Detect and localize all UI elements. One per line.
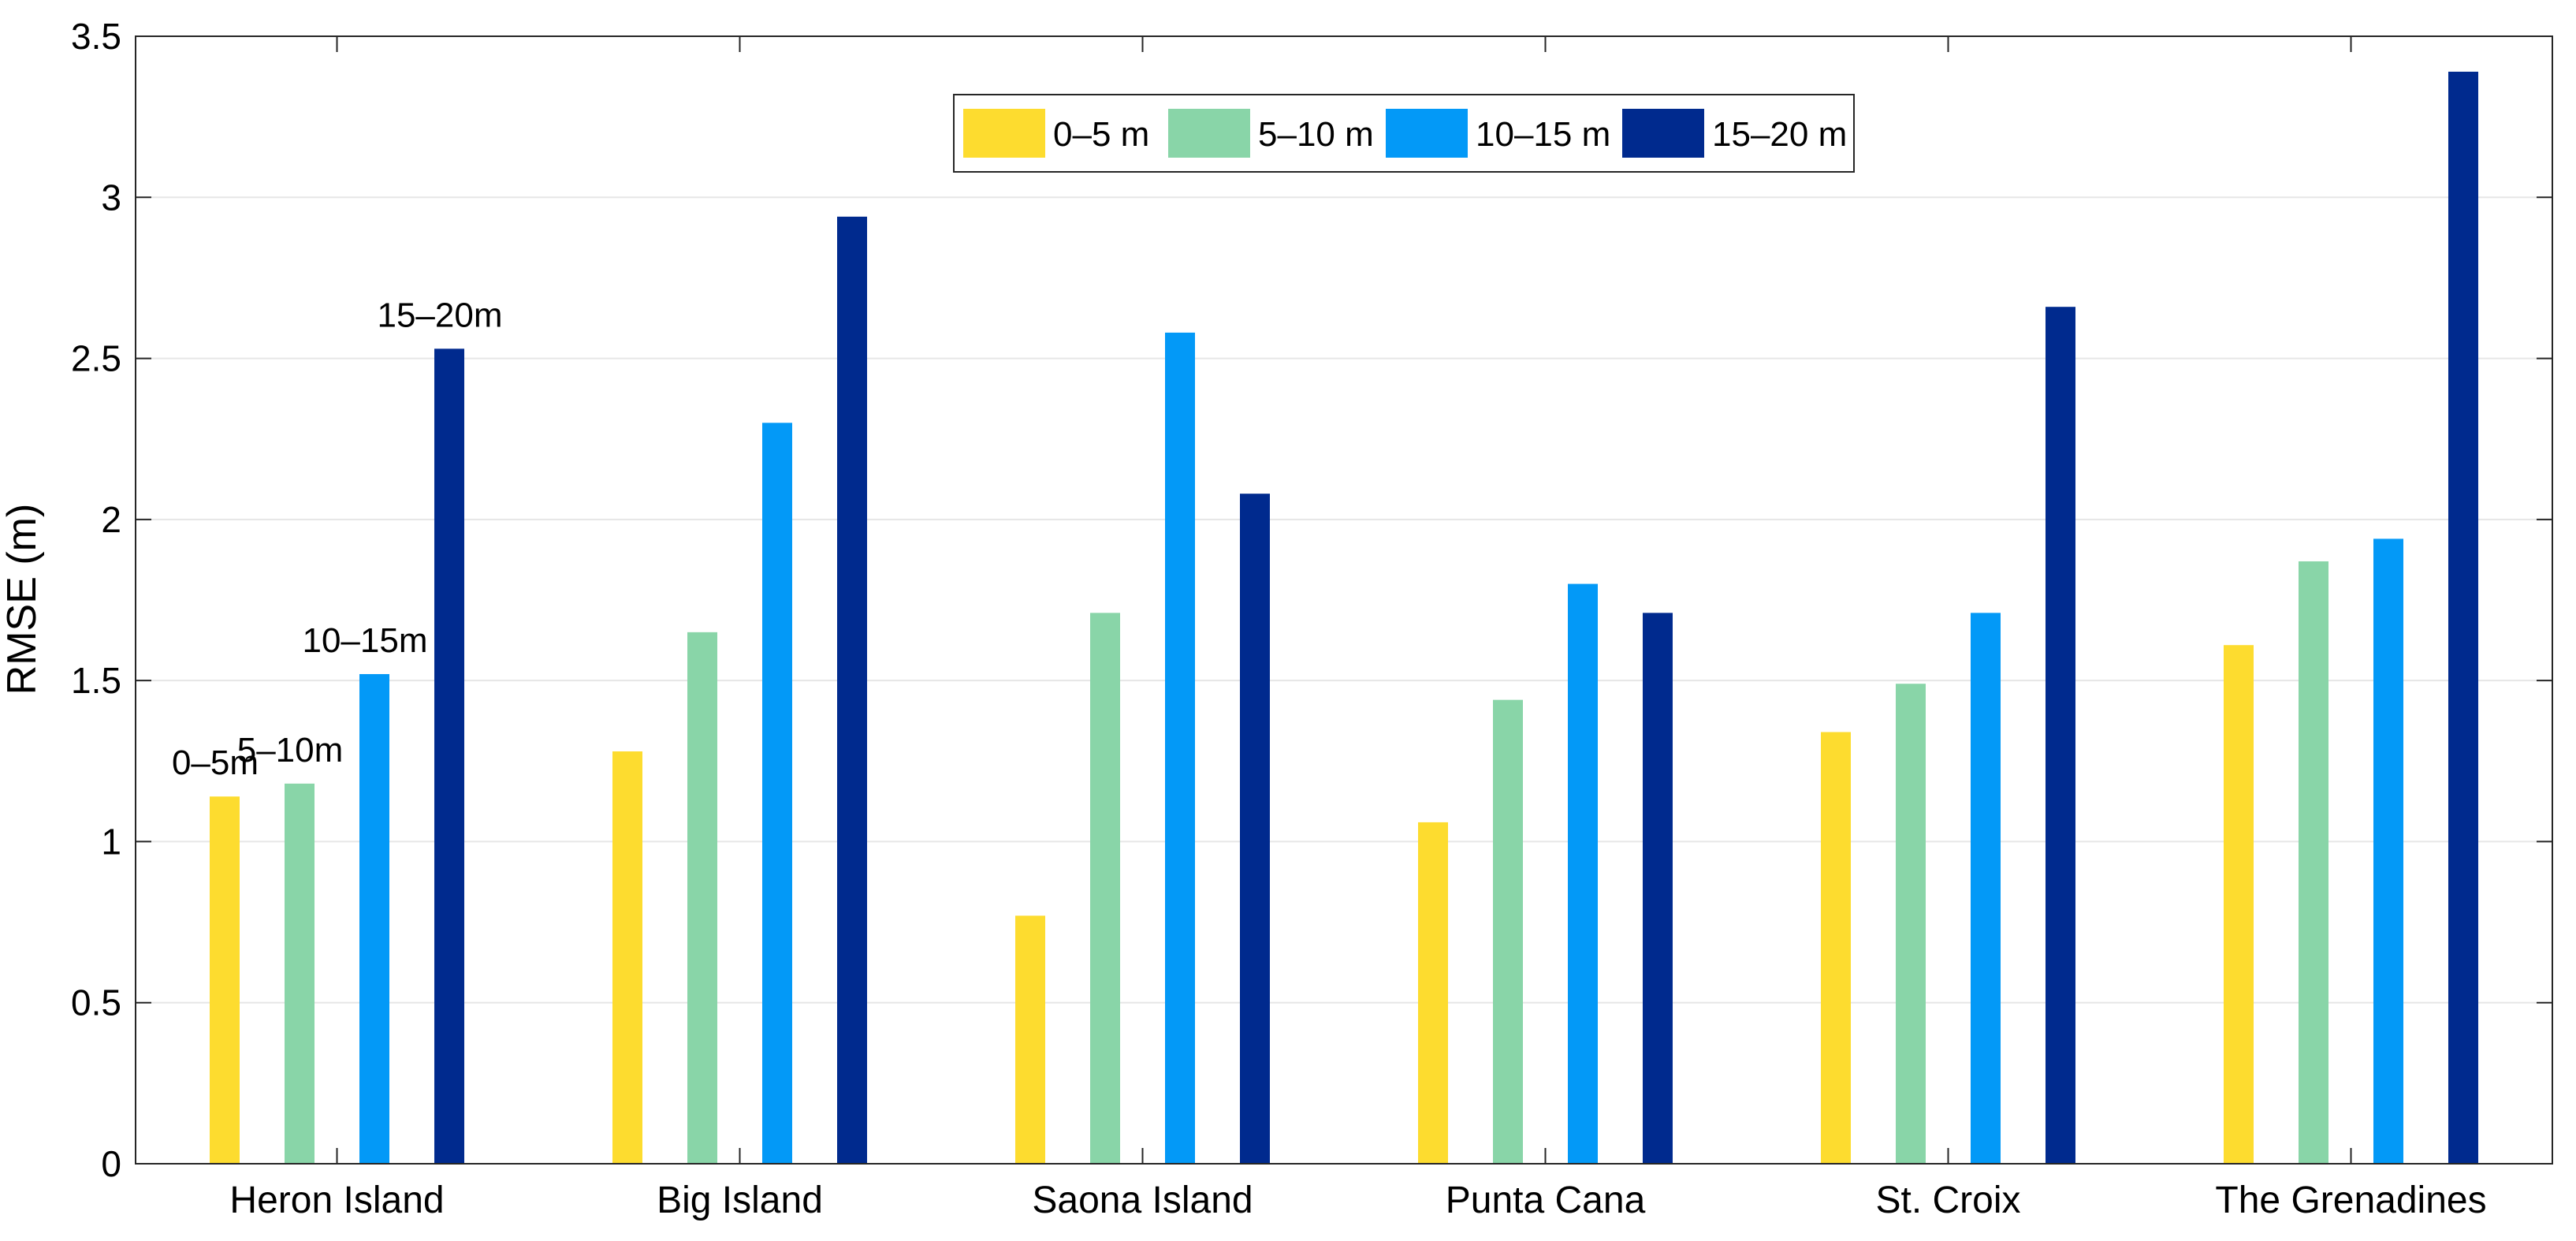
bar xyxy=(1165,332,1195,1164)
legend: 0–5 m 5–10 m 10–15 m 15–20 m xyxy=(953,94,1855,173)
bar xyxy=(1568,583,1598,1164)
bar xyxy=(434,348,464,1164)
bar xyxy=(210,796,240,1164)
bar xyxy=(687,632,717,1164)
bar xyxy=(2299,561,2328,1164)
y-tick-label: 0.5 xyxy=(71,982,121,1023)
bar xyxy=(762,423,792,1164)
bar-annotation: 0–5m xyxy=(172,743,259,782)
x-tick-label: Punta Cana xyxy=(1446,1180,1646,1221)
bar xyxy=(1643,613,1673,1164)
x-tick-label: St. Croix xyxy=(1875,1180,2020,1221)
bar xyxy=(1240,494,1270,1164)
y-axis-label: RMSE (m) xyxy=(0,504,45,695)
axes-group: 0 0.5 1 1.5 2 2.5 3 3.5 Heron Island Big Island Sa… xyxy=(71,16,2553,1221)
legend-label: 0–5 m xyxy=(1053,115,1149,154)
bar xyxy=(2224,645,2254,1164)
bar xyxy=(612,751,642,1164)
y-tick-label: 1.5 xyxy=(71,660,121,701)
y-tick-label: 2.5 xyxy=(71,338,121,379)
x-tick-label: Heron Island xyxy=(229,1180,444,1221)
y-tick-label: 3.5 xyxy=(71,16,121,57)
legend-label: 5–10 m xyxy=(1258,115,1374,154)
bar xyxy=(837,216,867,1164)
bar xyxy=(1015,915,1045,1164)
x-tick-label: Saona Island xyxy=(1032,1180,1253,1221)
legend-swatch xyxy=(1386,109,1468,158)
legend-swatch xyxy=(1168,109,1250,158)
annotations-group: 0–5m5–10m 10–15m 15–20m xyxy=(172,296,503,782)
y-tick-label: 0 xyxy=(101,1143,121,1184)
bar xyxy=(2448,71,2478,1164)
grid-lines xyxy=(136,196,2552,1004)
x-tick-label: Big Island xyxy=(657,1180,823,1221)
bar xyxy=(285,783,315,1164)
bar xyxy=(1090,613,1120,1164)
bar xyxy=(1493,699,1523,1164)
y-tick-label: 2 xyxy=(101,499,121,540)
bar xyxy=(2046,307,2075,1165)
bars-group xyxy=(210,71,2478,1165)
bar xyxy=(1418,822,1448,1164)
bar xyxy=(1821,732,1851,1164)
bar xyxy=(359,673,389,1164)
bar xyxy=(1896,684,1926,1164)
bar xyxy=(2373,539,2403,1164)
bar-annotation: 5–10m xyxy=(237,731,344,770)
legend-label: 15–20 m xyxy=(1712,115,1847,154)
y-tick-label: 1 xyxy=(101,821,121,862)
legend-swatch xyxy=(963,109,1045,158)
legend-swatch xyxy=(1622,109,1704,158)
x-tick-label: The Grenadines xyxy=(2215,1180,2486,1221)
axes-box xyxy=(135,35,2553,1165)
bar-annotation: 15–20m xyxy=(377,296,502,334)
y-tick-label: 3 xyxy=(101,177,121,218)
bar xyxy=(1971,613,2001,1164)
legend-label: 10–15 m xyxy=(1476,115,1610,154)
bar-annotation: 10–15m xyxy=(302,621,427,660)
